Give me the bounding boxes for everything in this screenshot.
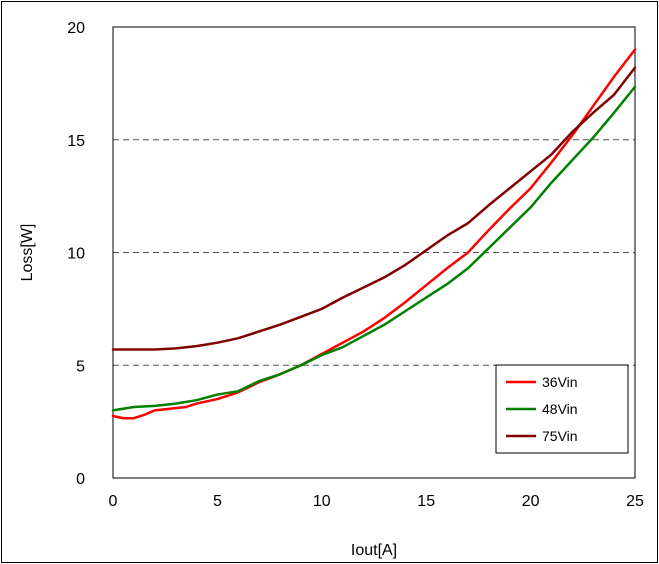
x-tick-label: 20 bbox=[522, 493, 540, 510]
series-lines bbox=[111, 48, 637, 420]
x-tick-label: 10 bbox=[313, 493, 331, 510]
series-line-36Vin bbox=[111, 48, 637, 420]
x-tick-label: 15 bbox=[417, 493, 435, 510]
y-tick-label: 10 bbox=[67, 246, 85, 263]
x-tick-label: 0 bbox=[109, 493, 118, 510]
x-tick-label: 5 bbox=[213, 493, 222, 510]
y-tick-label: 15 bbox=[67, 133, 85, 150]
x-tick-label: 25 bbox=[626, 493, 644, 510]
series-line-75Vin bbox=[111, 66, 637, 351]
x-axis-label: Iout[A] bbox=[351, 542, 397, 559]
series-line-48Vin bbox=[111, 85, 637, 412]
plot-area-frame bbox=[112, 26, 636, 479]
y-axis-label: Loss[W] bbox=[19, 224, 36, 282]
y-tick-label: 0 bbox=[76, 471, 85, 488]
y-tick-label: 5 bbox=[76, 358, 85, 375]
legend-label: 75Vin bbox=[542, 428, 578, 444]
legend-label: 48Vin bbox=[542, 401, 578, 417]
tick-labels: 0 5 10 15 20 25 0 5 10 15 20 bbox=[67, 20, 644, 510]
legend: 36Vin 48Vin 75Vin bbox=[495, 364, 629, 454]
y-tick-label: 20 bbox=[67, 20, 85, 37]
legend-label: 36Vin bbox=[542, 374, 578, 390]
